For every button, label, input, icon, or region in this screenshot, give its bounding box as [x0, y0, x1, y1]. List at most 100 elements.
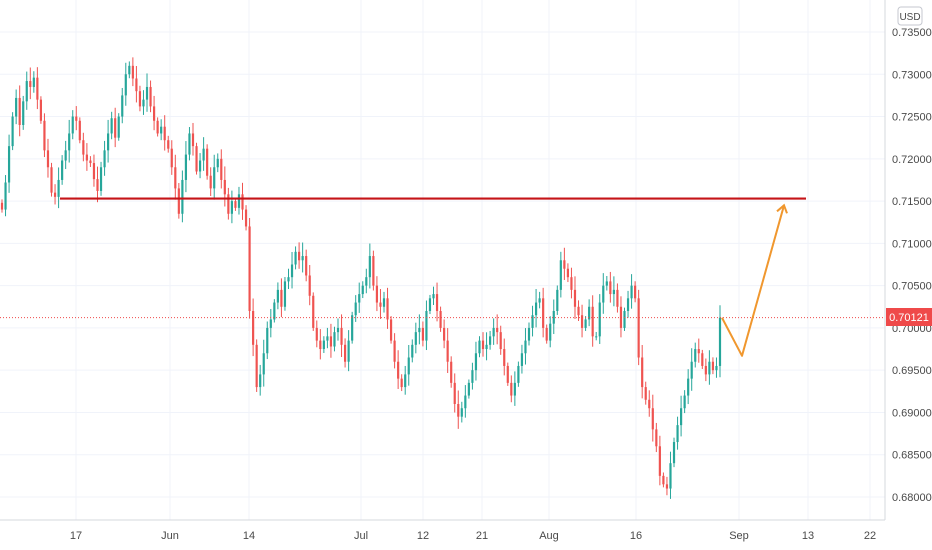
candle-body [287, 277, 290, 282]
candle-body [198, 160, 202, 172]
y-tick-label: 0.68500 [892, 450, 932, 462]
candle-body [149, 86, 152, 107]
projection-path [721, 205, 785, 357]
candle-body [489, 336, 492, 345]
candle-body [676, 425, 679, 443]
candle-body [244, 209, 248, 227]
candle-body [85, 154, 88, 161]
time-scale[interactable]: 17 Jun 14 Jul 12 21 Aug 16 Sep 13 22 [0, 519, 932, 550]
candle-body [386, 298, 389, 320]
candle-body [255, 344, 258, 388]
candle-body [718, 317, 722, 366]
x-tick-label: Sep [729, 530, 749, 542]
candle-body [425, 311, 428, 341]
candle-body [697, 349, 700, 354]
candle-body [471, 370, 474, 383]
candle-body [351, 315, 354, 341]
candle-body [213, 167, 216, 189]
candle-body [623, 311, 626, 328]
candle-body [138, 91, 142, 107]
candle-body [227, 194, 230, 214]
candle-body [220, 158, 223, 180]
projection-arrowhead [776, 203, 788, 214]
candle-body [82, 140, 85, 155]
candle-body [655, 429, 658, 447]
candle-body [708, 361, 711, 375]
candle-body [259, 374, 262, 388]
candle-body [322, 340, 325, 350]
candle-body [552, 311, 555, 324]
candle-body [301, 256, 304, 261]
candle-body [43, 120, 46, 151]
candle-body [634, 285, 637, 299]
candle-body [89, 160, 92, 164]
candle-body [531, 315, 534, 328]
candle-body [612, 289, 615, 295]
candle-body [294, 251, 297, 265]
candle-body [36, 77, 39, 100]
y-tick-label: 0.73500 [892, 27, 932, 39]
candle-body [71, 116, 74, 134]
candle-body [110, 118, 113, 134]
candle-body [117, 116, 120, 138]
x-tick-label: Jun [161, 530, 179, 542]
candle-body [499, 332, 502, 350]
candle-body [11, 116, 14, 147]
candle-body [626, 298, 630, 311]
candle-body [588, 306, 591, 320]
price-scale[interactable]: USD 0.735000.730000.725000.720000.715000… [884, 0, 932, 520]
candle-body [609, 281, 612, 295]
candle-body [68, 133, 71, 151]
candle-body [39, 99, 43, 121]
candle-body [216, 158, 219, 168]
price-scale-bg [885, 0, 932, 520]
currency-badge-box[interactable] [897, 6, 923, 26]
candle-body [195, 146, 198, 172]
candle-body [556, 289, 559, 311]
candle-body [665, 484, 669, 489]
y-tick-label: 0.72500 [892, 112, 932, 124]
candle-body [492, 327, 495, 337]
candle-body [298, 251, 301, 261]
candle-body [428, 298, 432, 311]
candle-body [637, 298, 640, 358]
x-tick-label: 22 [864, 530, 876, 542]
candle-body [248, 226, 251, 311]
candle-body [329, 336, 333, 347]
candle-body [478, 340, 481, 354]
candle-body [78, 120, 81, 141]
candle-body [22, 101, 25, 125]
candle-body [549, 323, 552, 341]
candle-body [701, 353, 704, 366]
candle-body [503, 349, 506, 366]
candle-body [135, 78, 138, 92]
x-tick-label: Aug [539, 530, 559, 542]
candle-body [131, 65, 134, 79]
candle-body [46, 150, 50, 168]
candle-body [365, 277, 368, 286]
candle-body [61, 160, 64, 180]
candle-body [457, 404, 460, 417]
y-tick-label: 0.72000 [892, 154, 932, 166]
candle-body [121, 95, 124, 117]
candle-body [15, 97, 18, 117]
candle-body [566, 268, 570, 278]
candle-body [206, 148, 209, 176]
candle-body [223, 179, 226, 195]
candle-body [333, 332, 336, 347]
candle-body [658, 446, 661, 476]
currency-badge[interactable]: USD [899, 12, 920, 23]
annotations [0, 197, 885, 357]
candle-body [266, 327, 269, 354]
candle-body [598, 302, 601, 337]
y-tick-label: 0.69500 [892, 365, 932, 377]
candle-body [315, 327, 318, 341]
candle-body [354, 302, 357, 316]
candle-body [152, 106, 156, 121]
candle-body [506, 365, 509, 383]
candle-body [704, 365, 707, 375]
candle-body [379, 302, 382, 307]
candle-body [382, 298, 386, 307]
candle-body [181, 179, 184, 214]
